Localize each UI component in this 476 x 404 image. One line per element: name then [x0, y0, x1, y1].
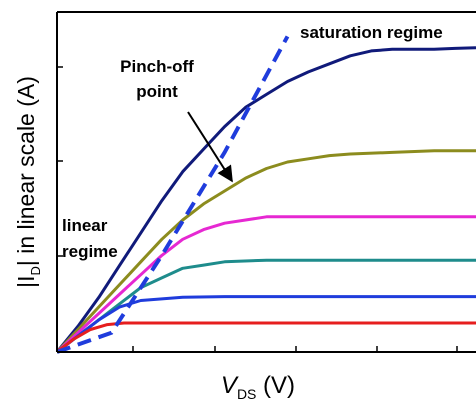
- series-layer: [55, 46, 476, 354]
- series-line-5: [56, 295, 476, 354]
- pinch-off-arrow: [187, 111, 233, 183]
- x-axis-label: VDS (V): [221, 372, 295, 402]
- linear-regime-label-line1: linear: [62, 216, 108, 235]
- pinch-off-dashed-line: [56, 35, 290, 354]
- pinch-off-label-line1: Pinch-off: [120, 57, 194, 76]
- saturation-regime-label: saturation regime: [300, 23, 443, 42]
- series-line-3: [55, 215, 476, 354]
- x-axis-label-main: V: [221, 372, 239, 399]
- x-axis-label-unit: (V): [256, 372, 295, 399]
- series-line-2: [55, 149, 476, 354]
- axis-ticks: [57, 66, 458, 352]
- pinch-off-label-line2: point: [136, 82, 178, 101]
- axes-frame: [56, 11, 476, 353]
- series-line-6: [56, 321, 476, 354]
- y-axis-label: |ID| in linear scale (A): [13, 76, 43, 288]
- series-line-1: [55, 46, 476, 353]
- x-axis-label-sub: DS: [237, 386, 256, 402]
- y-axis-label-post: | in linear scale (A): [13, 76, 39, 266]
- linear-regime-label-line2: regime: [62, 242, 118, 261]
- y-axis-label-pre: |I: [13, 276, 39, 288]
- y-axis-label-sub: D: [28, 266, 43, 275]
